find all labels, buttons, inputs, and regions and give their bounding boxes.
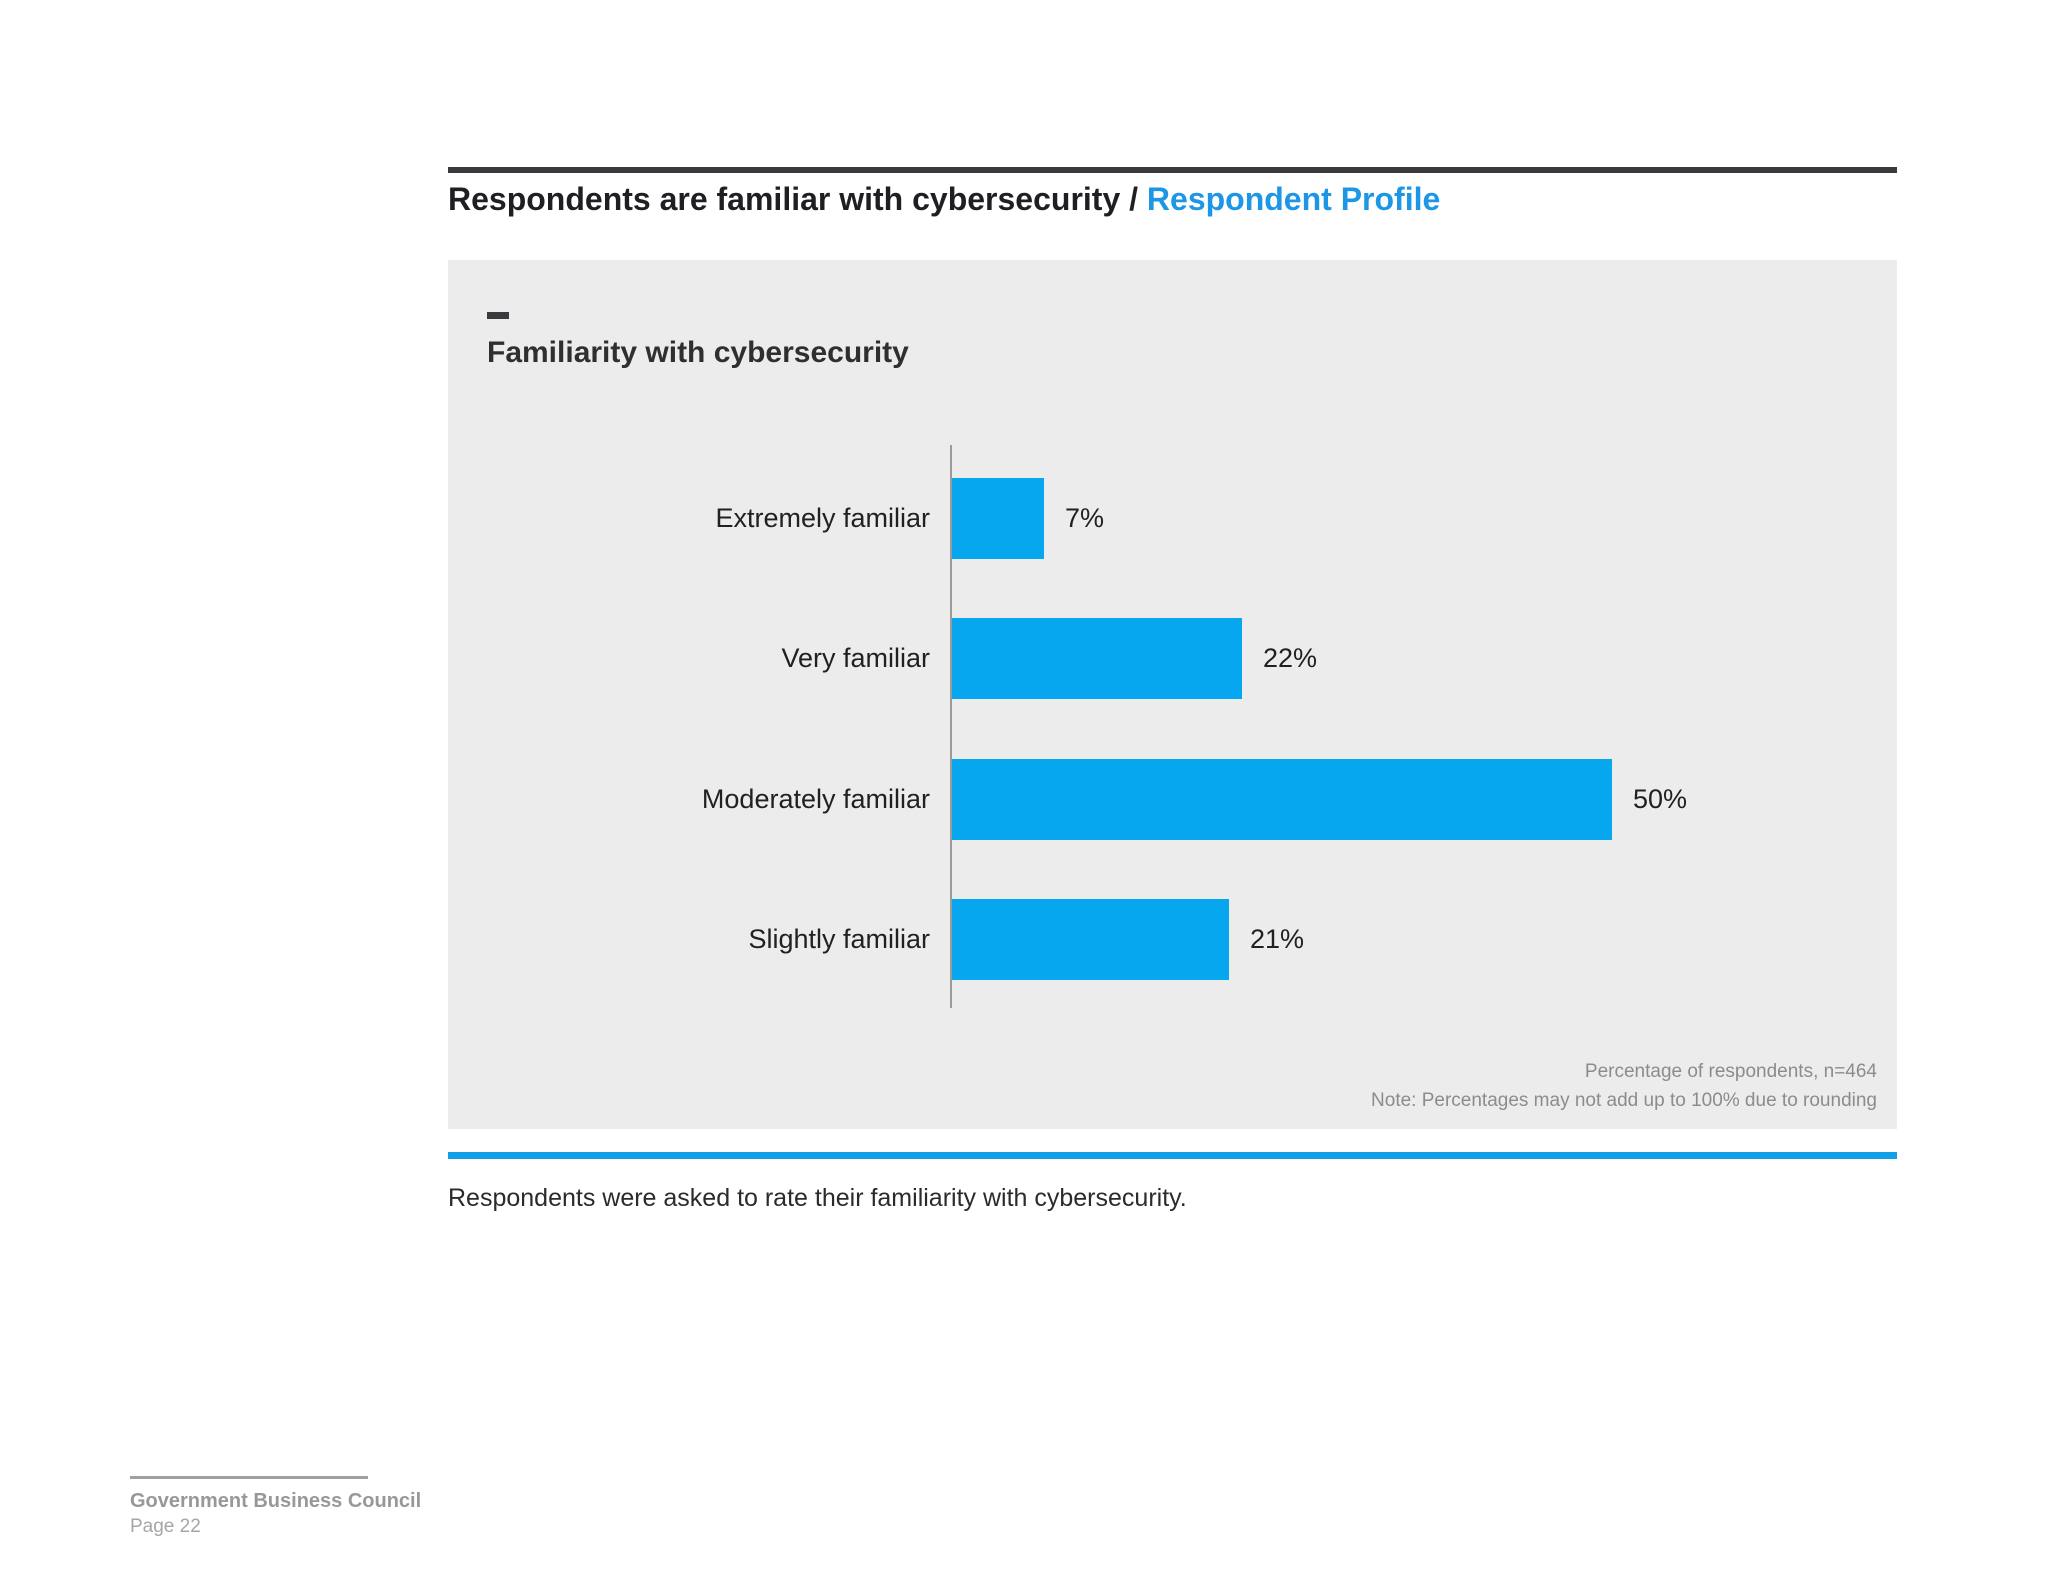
page-title: Respondents are familiar with cybersecur… [448, 181, 1440, 218]
footer-page-number: Page 22 [130, 1516, 201, 1537]
chart-title: Familiarity with cybersecurity [487, 336, 909, 369]
bar-row: Moderately familiar 50% [448, 759, 1897, 840]
value-label: 50% [1633, 784, 1688, 814]
category-label: Moderately familiar [701, 784, 930, 814]
chart-axis-line [950, 445, 952, 1008]
value-label: 7% [1065, 503, 1105, 533]
bar [952, 618, 1242, 699]
bar-row: Slightly familiar 21% [448, 899, 1897, 980]
chart-panel: Familiarity with cybersecurity Extremely… [448, 260, 1897, 1129]
bar [952, 899, 1229, 980]
footnote-rounding: Note: Percentages may not add up to 100%… [1371, 1089, 1877, 1111]
bar-chart: Extremely familiar 7% Very familiar 22% Mode… [448, 445, 1897, 1008]
page-title-section: Respondent Profile [1146, 181, 1441, 217]
page-title-main: Respondents are familiar with cybersecur… [448, 181, 1147, 217]
top-divider-rule [448, 167, 1897, 173]
value-label: 22% [1263, 643, 1318, 673]
bar-row: Very familiar 22% [448, 618, 1897, 699]
category-label: Very familiar [781, 643, 930, 673]
footer-organization: Government Business Council [130, 1490, 422, 1512]
chart-footnotes: Percentage of respondents, n=464 Note: P… [1371, 1058, 1877, 1115]
footer-rule [130, 1476, 368, 1479]
category-label: Extremely familiar [715, 503, 930, 533]
chart-title-dash [487, 312, 509, 319]
bar [952, 759, 1612, 840]
bar [952, 478, 1044, 559]
value-label: 21% [1250, 924, 1305, 954]
bar-row: Extremely familiar 7% [448, 478, 1897, 559]
bottom-accent-rule [448, 1152, 1897, 1159]
page-footer: Government Business Council Page 22 [130, 1476, 421, 1538]
footnote-sample-size: Percentage of respondents, n=464 [1584, 1061, 1877, 1082]
chart-caption: Respondents were asked to rate their fam… [448, 1184, 1187, 1212]
category-label: Slightly familiar [748, 924, 930, 954]
